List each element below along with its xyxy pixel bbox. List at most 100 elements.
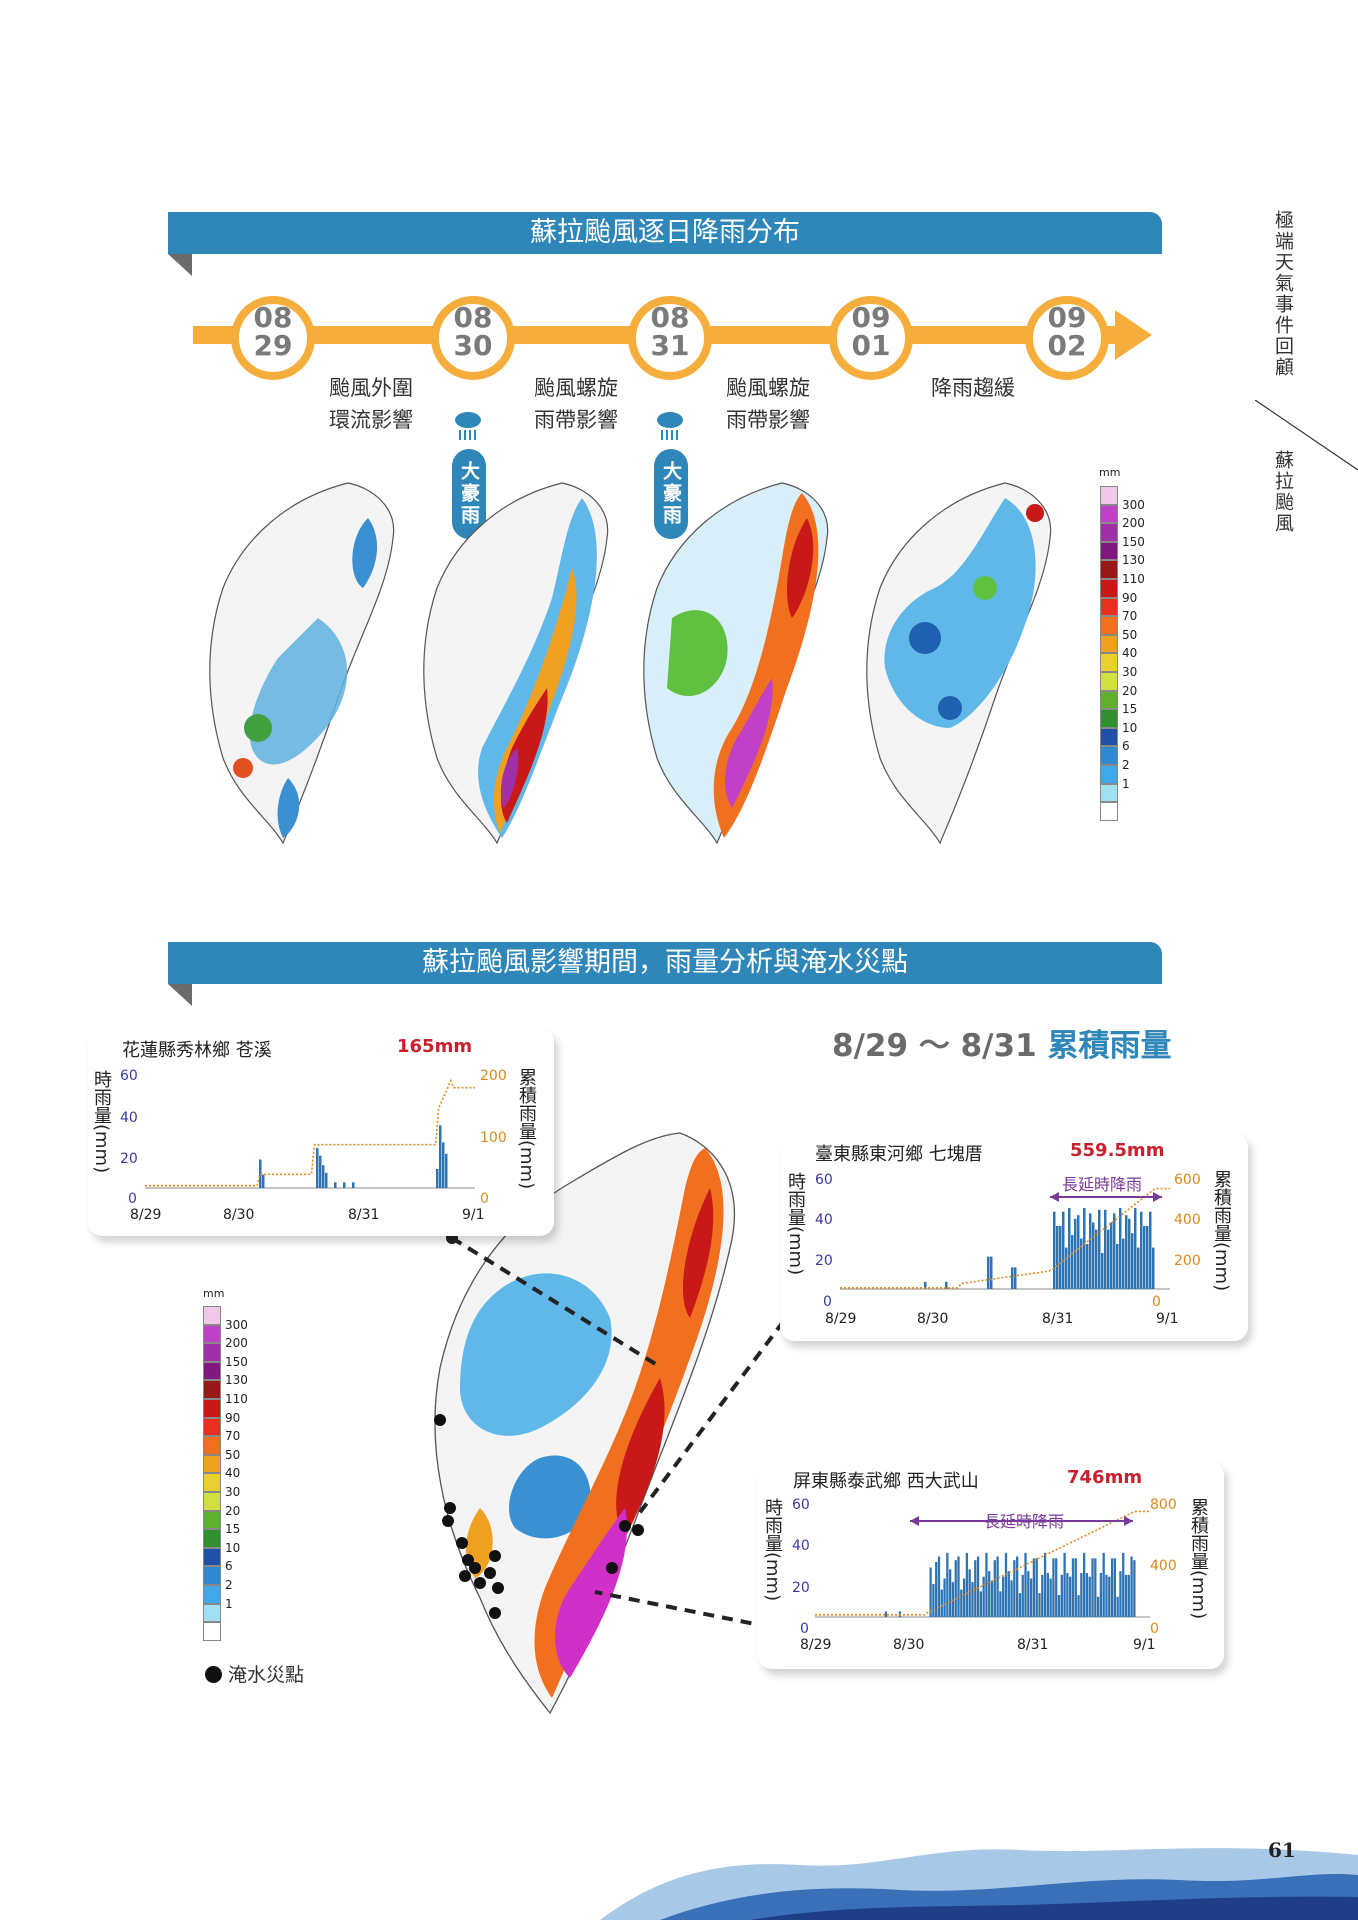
hourly-rain-bar — [1131, 1233, 1134, 1289]
legend-level-label: 6 — [1122, 739, 1130, 754]
hourly-rain-bar — [1086, 1244, 1089, 1289]
page-number: 61 — [1268, 1838, 1296, 1862]
hourly-rain-bar — [1149, 1211, 1152, 1289]
legend-level-label: 110 — [1122, 572, 1145, 586]
hourly-rain-bar — [1032, 1558, 1036, 1617]
hourly-rain-bar — [949, 1569, 952, 1617]
x-tick: 8/30 — [223, 1207, 255, 1223]
y-axis-left-label: 時雨量(mm) — [91, 1070, 112, 1174]
long-duration-rain-label: 長延時降雨 — [984, 1512, 1065, 1531]
hourly-rain-bar — [1108, 1576, 1111, 1617]
hourly-rain-bar — [352, 1182, 355, 1188]
legend-level-label: 30 — [1122, 665, 1138, 679]
legend-swatch — [1100, 541, 1118, 561]
hourly-rain-bar — [1018, 1593, 1022, 1617]
hourly-rain-bar — [1077, 1215, 1080, 1289]
legend-swatch — [203, 1492, 221, 1511]
hourly-rain-bar — [1027, 1571, 1030, 1617]
station-chart — [840, 1187, 1170, 1290]
cumulative-rain-line — [145, 1078, 475, 1187]
section2-banner: 蘇拉颱風影響期間，雨量分析與淹水災點 — [168, 942, 1162, 984]
phase-label: 颱風外圍 環流影響 — [329, 376, 413, 432]
hourly-rain-bar — [1038, 1593, 1041, 1617]
station-title: 屏東縣泰武鄉 西大武山 — [793, 1471, 979, 1492]
legend-level-label: 2 — [225, 1578, 233, 1592]
hourly-rain-bar — [884, 1611, 888, 1617]
hourly-rain-bar — [1024, 1552, 1027, 1617]
hourly-rain-bar — [1107, 1229, 1110, 1289]
hourly-rain-bar — [1113, 1213, 1116, 1289]
legend-level-label: 130 — [1122, 553, 1145, 568]
x-tick: 8/31 — [348, 1207, 380, 1223]
station-chart — [815, 1510, 1150, 1618]
y-tick: 0 — [1150, 1621, 1159, 1637]
date-0831: 08 31 — [628, 296, 712, 380]
legend-swatch — [203, 1566, 221, 1585]
x-tick: 8/30 — [917, 1311, 949, 1327]
legend-level-label: 2 — [1122, 758, 1130, 772]
hourly-rain-bar — [1085, 1573, 1089, 1617]
station-total: 559.5mm — [1070, 1140, 1165, 1161]
legend-swatch — [203, 1380, 221, 1399]
daily-rainfall-map-0829 — [209, 482, 395, 845]
date-0901: 09 01 — [829, 296, 913, 380]
legend-swatch — [203, 1417, 221, 1437]
y-tick: 0 — [800, 1621, 809, 1637]
hourly-rain-bar — [945, 1281, 948, 1289]
hourly-rain-bar — [1052, 1558, 1055, 1617]
hourly-rain-bar — [1004, 1552, 1008, 1617]
rain-cloud-icon — [455, 412, 481, 440]
hourly-rain-bar — [1071, 1558, 1075, 1617]
date-0902: 09 02 — [1025, 296, 1109, 380]
hourly-rain-bar — [1092, 1222, 1095, 1289]
y-tick: 20 — [815, 1253, 833, 1269]
hourly-rain-bar — [334, 1182, 337, 1188]
y-tick: 0 — [480, 1191, 489, 1207]
legend-unit: mm — [203, 1287, 225, 1300]
legend-level-label: 130 — [225, 1373, 248, 1388]
station-card-donghe — [780, 1133, 1248, 1341]
hourly-rain-bar — [962, 1578, 966, 1617]
hourly-rain-bar — [1146, 1226, 1149, 1289]
hourly-rain-bar — [1080, 1238, 1083, 1289]
y-tick: 40 — [792, 1538, 810, 1554]
station-chart — [145, 1078, 475, 1189]
hourly-rain-bar — [1060, 1574, 1063, 1617]
x-tick: 8/30 — [893, 1637, 925, 1653]
hourly-rain-bar — [1011, 1267, 1014, 1289]
legend-unit: mm — [1099, 466, 1121, 479]
legend-level-label: 110 — [225, 1392, 248, 1406]
y-tick: 60 — [120, 1068, 138, 1084]
hourly-rain-bar — [1124, 1574, 1128, 1617]
y-axis-right-label: 累積雨量(mm) — [1188, 1498, 1209, 1620]
hourly-rain-bar — [1065, 1247, 1068, 1289]
legend-level-label: 40 — [225, 1466, 241, 1481]
daily-rainfall-map-0830 — [423, 482, 609, 845]
section1-banner: 蘇拉颱風逐日降雨分布 — [168, 212, 1162, 254]
hourly-rain-bar — [940, 1589, 943, 1617]
y-axis-left-label: 時雨量(mm) — [785, 1172, 806, 1276]
heavy-rain-badge: 大豪雨 — [452, 449, 486, 539]
station-pointer-arrows — [446, 1232, 800, 1633]
y-tick: 40 — [815, 1212, 833, 1228]
y-axis-left-label: 時雨量(mm) — [762, 1498, 783, 1602]
hourly-rain-bar — [319, 1155, 322, 1188]
legend-swatch — [203, 1361, 221, 1381]
hourly-rain-bar — [1068, 1208, 1071, 1289]
hourly-rain-bar — [946, 1552, 949, 1617]
hourly-rain-bar — [445, 1153, 448, 1188]
sidebar-section-label: 極端天氣事件回顧 — [1272, 210, 1294, 378]
hourly-rain-bar — [343, 1182, 346, 1188]
hourly-rain-bar — [1096, 1596, 1100, 1617]
legend-level-label: 90 — [1122, 590, 1138, 605]
phase-label: 颱風螺旋 雨帶影響 — [534, 376, 618, 432]
hourly-rain-bar — [937, 1556, 941, 1617]
station-title: 花蓮縣秀林鄉 苍溪 — [122, 1040, 272, 1061]
banner-fold — [168, 254, 192, 276]
legend-level-label: 10 — [225, 1540, 241, 1555]
hourly-rain-bar — [1116, 1596, 1119, 1617]
station-card-taiwu — [758, 1461, 1224, 1669]
legend-swatch — [203, 1324, 221, 1344]
hourly-rain-bar — [1055, 1558, 1058, 1617]
legend-level-label: 15 — [225, 1522, 241, 1537]
